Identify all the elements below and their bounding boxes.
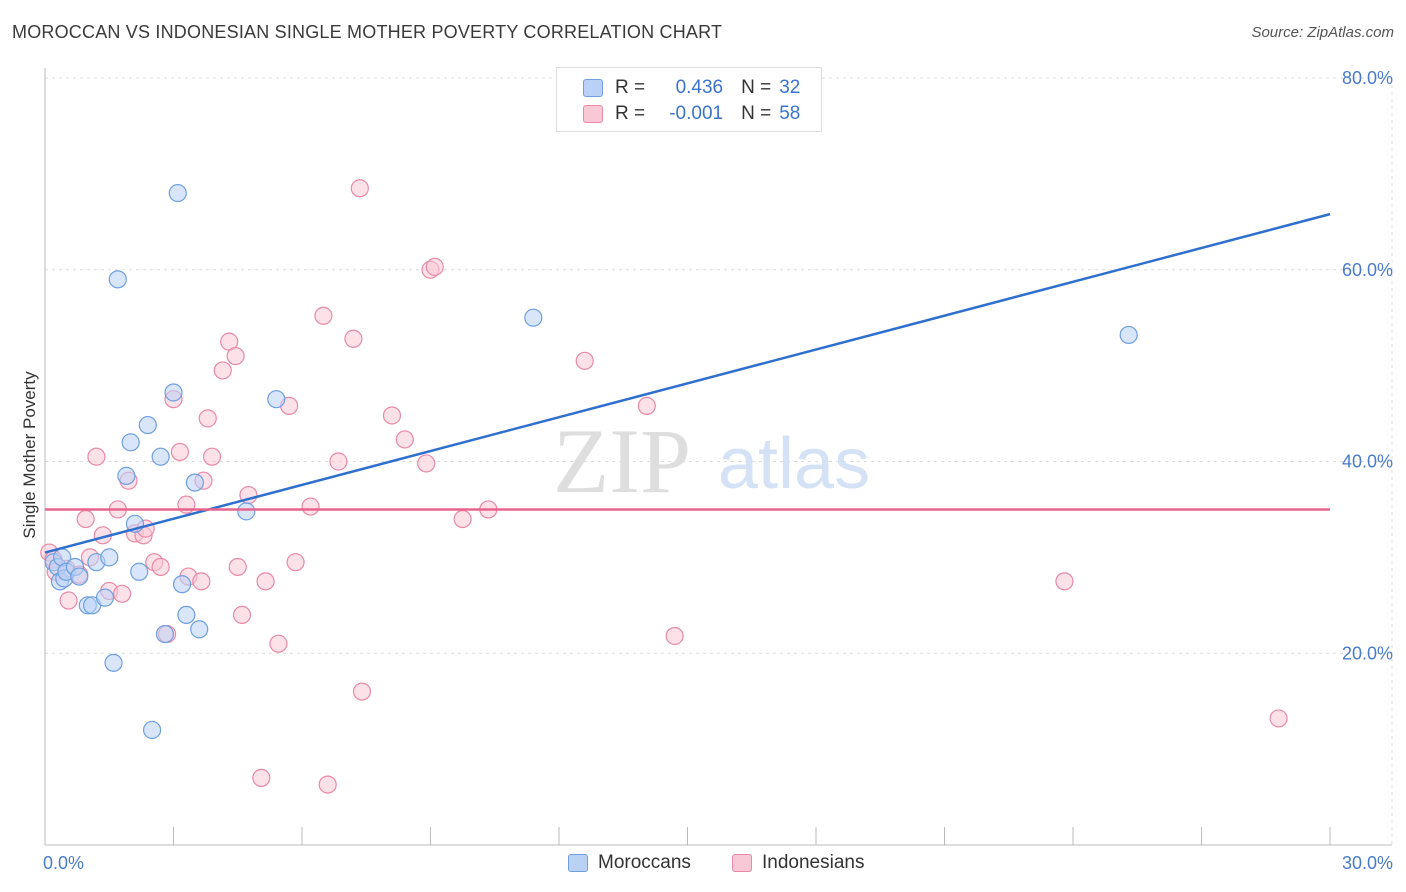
moroccans-point	[524, 308, 543, 327]
indonesians-point	[453, 509, 472, 529]
indonesians-point	[226, 346, 245, 366]
moroccans-point	[95, 588, 115, 607]
indonesians-point	[286, 553, 305, 572]
series-moroccans	[44, 183, 1138, 740]
indonesians-point	[76, 509, 95, 529]
moroccans-point	[177, 605, 196, 625]
x-tick-label: 30.0%	[1342, 853, 1393, 873]
source-credit: Source: ZipAtlas.com	[1251, 24, 1394, 41]
chart-title: MOROCCAN VS INDONESIAN SINGLE MOTHER POV…	[12, 22, 723, 42]
moroccans-point	[190, 620, 209, 639]
indonesians-point	[301, 497, 320, 516]
indonesians-point	[228, 557, 247, 577]
moroccans-point	[155, 624, 175, 644]
moroccans-point	[172, 575, 192, 594]
moroccans-point	[104, 653, 123, 672]
indonesians-point	[314, 306, 333, 325]
trend-lines	[44, 212, 1331, 554]
y-tick-label: 40.0%	[1342, 452, 1393, 472]
watermark-atlas: atlas	[718, 424, 870, 504]
y-tick-label: 60.0%	[1342, 260, 1393, 280]
indonesians-point	[350, 179, 369, 198]
indonesians-point	[202, 447, 222, 466]
r-value-indonesians: -0.001	[669, 103, 724, 124]
indonesians-point	[59, 591, 78, 610]
r-label: R =	[615, 77, 646, 98]
series-indonesians	[40, 179, 1288, 794]
y-axis-label: Single Mother Poverty	[20, 371, 39, 539]
indonesians-point	[425, 257, 444, 276]
moroccans-trend-line	[44, 212, 1331, 554]
indonesians-point	[269, 634, 288, 653]
x-tick-label: 0.0%	[43, 853, 84, 873]
indonesians-point	[232, 605, 252, 625]
indonesians-point	[352, 682, 372, 701]
indonesians-point	[575, 351, 594, 370]
watermark-zip: ZIP	[553, 410, 691, 512]
indonesians-point	[665, 626, 684, 646]
n-value-moroccans: 32	[779, 77, 801, 98]
moroccans-point	[130, 562, 149, 581]
n-value-indonesians: 58	[779, 103, 801, 124]
indonesians-point	[87, 447, 106, 466]
indonesians-point	[395, 430, 414, 449]
moroccans-point	[1119, 325, 1138, 345]
indonesians-point	[417, 454, 436, 473]
watermark: ZIP atlas	[553, 410, 870, 512]
tick-labels: 20.0% 40.0% 60.0% 80.0% 0.0% 30.0%	[43, 68, 1393, 873]
indonesians-point	[256, 572, 275, 591]
indonesians-swatch	[732, 854, 752, 872]
indonesians-point	[329, 452, 348, 471]
moroccans-point	[100, 548, 119, 567]
indonesians-point	[1269, 709, 1288, 728]
axes	[44, 68, 1392, 846]
indonesians-point	[382, 406, 402, 425]
moroccans-point	[142, 720, 162, 740]
bottom-legend-indonesians: Indonesians	[732, 852, 864, 874]
moroccans-point	[185, 473, 205, 492]
moroccans-point	[138, 415, 157, 435]
moroccans-point	[70, 567, 89, 586]
bottom-legend-moroccans: Moroccans	[568, 852, 691, 874]
moroccans-point	[168, 183, 187, 203]
y-tick-label: 80.0%	[1342, 68, 1393, 88]
moroccans-point	[117, 466, 136, 485]
legend-row-moroccans: R = 0.436 N = 32	[583, 76, 800, 100]
moroccans-point	[108, 270, 127, 289]
gridlines	[45, 77, 1393, 845]
indonesians-point	[112, 584, 132, 603]
moroccans-point	[121, 433, 140, 452]
indonesians-point	[637, 396, 656, 415]
moroccans-label: Moroccans	[598, 852, 691, 873]
indonesians-swatch	[583, 105, 603, 123]
indonesians-point	[252, 768, 271, 787]
correlation-legend: R = 0.436 N = 32 R = -0.001 N = 58	[556, 67, 822, 132]
moroccans-swatch	[568, 854, 588, 872]
indonesians-label: Indonesians	[762, 852, 865, 873]
n-label: N =	[741, 77, 772, 98]
indonesians-point	[198, 409, 217, 428]
indonesians-point	[318, 775, 337, 794]
moroccans-point	[151, 447, 170, 466]
indonesians-point	[170, 442, 190, 462]
indonesians-point	[151, 557, 170, 577]
moroccans-swatch	[583, 79, 603, 97]
moroccans-point	[164, 383, 183, 402]
indonesians-point	[192, 572, 211, 591]
y-tick-label: 20.0%	[1342, 643, 1393, 663]
r-label: R =	[615, 103, 646, 124]
indonesians-point	[344, 329, 363, 348]
moroccans-point	[267, 390, 286, 409]
n-label: N =	[741, 103, 772, 124]
legend-row-indonesians: R = -0.001 N = 58	[583, 102, 800, 126]
r-value-moroccans: 0.436	[675, 77, 724, 98]
indonesians-point	[1055, 572, 1074, 591]
indonesians-point	[213, 361, 232, 380]
moroccans-point	[237, 502, 256, 521]
